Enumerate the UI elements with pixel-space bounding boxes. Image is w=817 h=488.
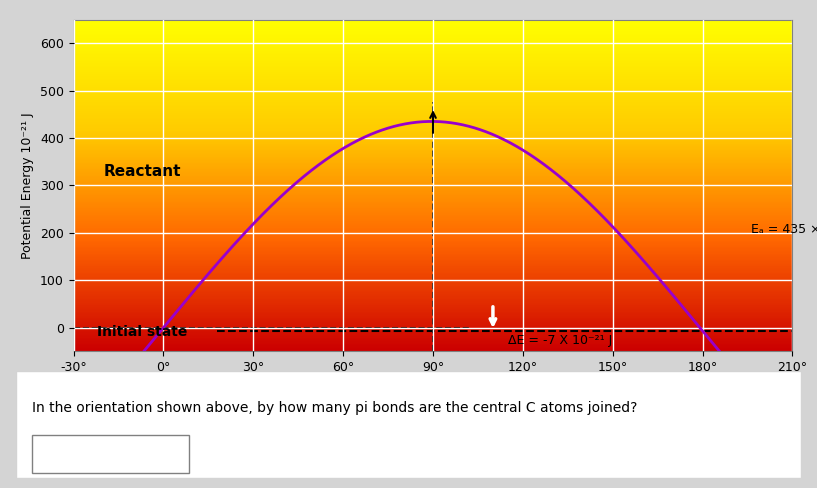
FancyBboxPatch shape (16, 371, 801, 478)
Y-axis label: Potential Energy 10⁻²¹ J: Potential Energy 10⁻²¹ J (21, 112, 34, 259)
Text: Reactant: Reactant (104, 164, 181, 179)
FancyBboxPatch shape (32, 435, 189, 473)
Text: Eₐ = 435 × 10⁻²¹ J: Eₐ = 435 × 10⁻²¹ J (751, 223, 817, 236)
Text: Initial state: Initial state (97, 325, 188, 339)
X-axis label: Reaction progress (angle of twist): Reaction progress (angle of twist) (316, 380, 550, 394)
Text: ΔE = -7 X 10⁻²¹ J: ΔE = -7 X 10⁻²¹ J (508, 334, 612, 347)
Text: In the orientation shown above, by how many pi bonds are the central C atoms joi: In the orientation shown above, by how m… (32, 401, 637, 415)
